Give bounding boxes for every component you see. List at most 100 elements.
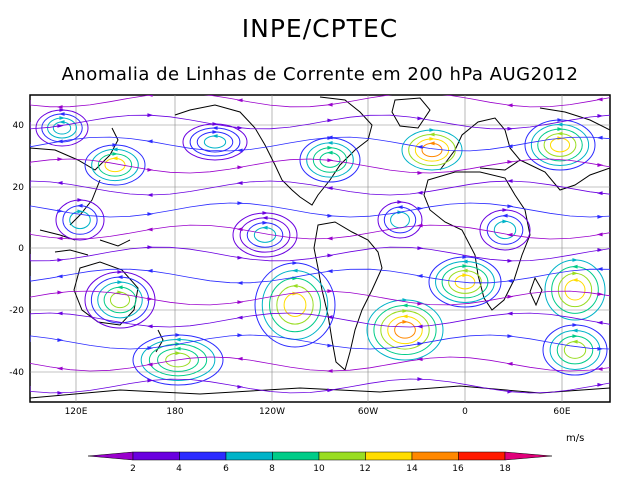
flow-arrow	[211, 126, 218, 130]
x-tick-label: 120W	[259, 407, 285, 417]
streamline	[254, 262, 336, 348]
streamline	[387, 315, 423, 345]
streamline	[47, 117, 77, 139]
flow-arrow	[212, 130, 219, 134]
x-tick-label: 0	[462, 407, 468, 417]
streamline	[41, 113, 83, 143]
flow-arrow	[326, 236, 333, 241]
streamline	[109, 291, 131, 309]
streamline	[299, 137, 361, 183]
flow-arrow	[416, 324, 423, 329]
color-scale-bar	[87, 451, 553, 461]
streamline	[276, 285, 314, 325]
colorbar-segment	[365, 451, 413, 461]
flow-arrow	[116, 285, 123, 290]
flow-arrow	[326, 102, 333, 107]
colorbar-segment	[87, 451, 134, 461]
flow-arrow	[326, 135, 333, 140]
colorbar-labels: 2 4 6 8 10 12 14 16 18	[130, 464, 511, 474]
colorbar-label: 14	[406, 464, 418, 474]
streamline	[493, 220, 517, 240]
flow-arrow	[175, 333, 182, 337]
streamline	[55, 199, 105, 241]
flow-arrow	[506, 179, 513, 183]
flow-arrow	[572, 271, 579, 276]
flow-arrow	[76, 203, 83, 208]
flow-arrow	[507, 258, 514, 263]
flow-arrow	[236, 181, 243, 185]
flow-arrow	[236, 148, 243, 153]
x-tick-label: 60E	[553, 407, 570, 417]
streamline	[203, 135, 227, 149]
flow-arrow	[326, 140, 333, 145]
colorbar-segment	[318, 451, 366, 461]
streamline	[377, 201, 423, 239]
streamline	[408, 133, 456, 167]
flow-arrow	[506, 361, 513, 366]
flow-arrow	[211, 134, 218, 138]
streamline	[239, 217, 291, 253]
coast-south-america	[313, 221, 383, 371]
flow-arrow	[112, 143, 119, 147]
streamline	[165, 352, 191, 368]
flow-arrow	[597, 382, 604, 387]
flow-arrow	[146, 227, 153, 232]
flow-arrow	[462, 264, 469, 269]
flow-arrow	[417, 206, 424, 211]
flow-arrow	[174, 337, 181, 342]
streamlines	[30, 95, 610, 395]
streamline	[312, 147, 348, 173]
streamline	[373, 304, 437, 356]
flow-arrow	[146, 268, 153, 273]
streamline	[97, 153, 133, 177]
colorbar-label: 4	[176, 464, 182, 474]
flow-arrow	[237, 165, 244, 170]
flow-arrow	[327, 289, 334, 294]
coast-madagascar	[529, 276, 543, 307]
colorbar-label: 8	[269, 464, 275, 474]
flow-arrow	[416, 190, 423, 195]
colorbar-segment	[504, 451, 553, 461]
colorbar-segment	[458, 451, 506, 461]
x-tick-label: 120E	[65, 407, 88, 417]
streamline	[253, 227, 277, 243]
flow-arrow	[597, 163, 604, 167]
flow-arrow	[429, 136, 436, 141]
flow-arrow	[146, 362, 153, 367]
flow-arrow	[292, 261, 299, 265]
flow-arrow	[56, 274, 63, 279]
flow-arrow	[597, 248, 604, 252]
flow-arrow	[237, 125, 244, 130]
flow-arrow	[77, 209, 84, 214]
flow-arrow	[147, 378, 154, 383]
flow-arrow	[147, 212, 154, 216]
flow-arrow	[401, 303, 408, 308]
flow-arrow	[236, 315, 243, 320]
coast-australia	[73, 261, 139, 326]
flow-arrow	[292, 291, 299, 296]
flow-arrow	[56, 236, 63, 241]
y-tick-label: 0	[18, 244, 24, 254]
streamline	[394, 321, 416, 339]
streamline	[557, 272, 593, 308]
flow-arrow	[596, 97, 603, 102]
flow-arrow	[596, 232, 603, 237]
streamline	[530, 123, 590, 167]
streamline	[319, 152, 341, 168]
flow-arrow	[327, 213, 334, 218]
flow-arrow	[501, 213, 508, 218]
flow-arrow	[326, 186, 333, 191]
coast-antarctica	[30, 385, 610, 399]
flow-arrow	[117, 280, 124, 285]
colorbar-label: 18	[499, 464, 511, 474]
flow-arrow	[327, 145, 334, 150]
coast-europe	[439, 117, 521, 171]
flow-arrow	[507, 204, 514, 209]
streamline	[62, 205, 98, 235]
map-subtitle: Anomalia de Linhas de Corrente em 200 hP…	[61, 64, 579, 85]
flow-arrow	[417, 170, 424, 175]
streamline	[261, 270, 329, 340]
streamline	[544, 259, 606, 321]
flow-arrow	[428, 141, 435, 146]
